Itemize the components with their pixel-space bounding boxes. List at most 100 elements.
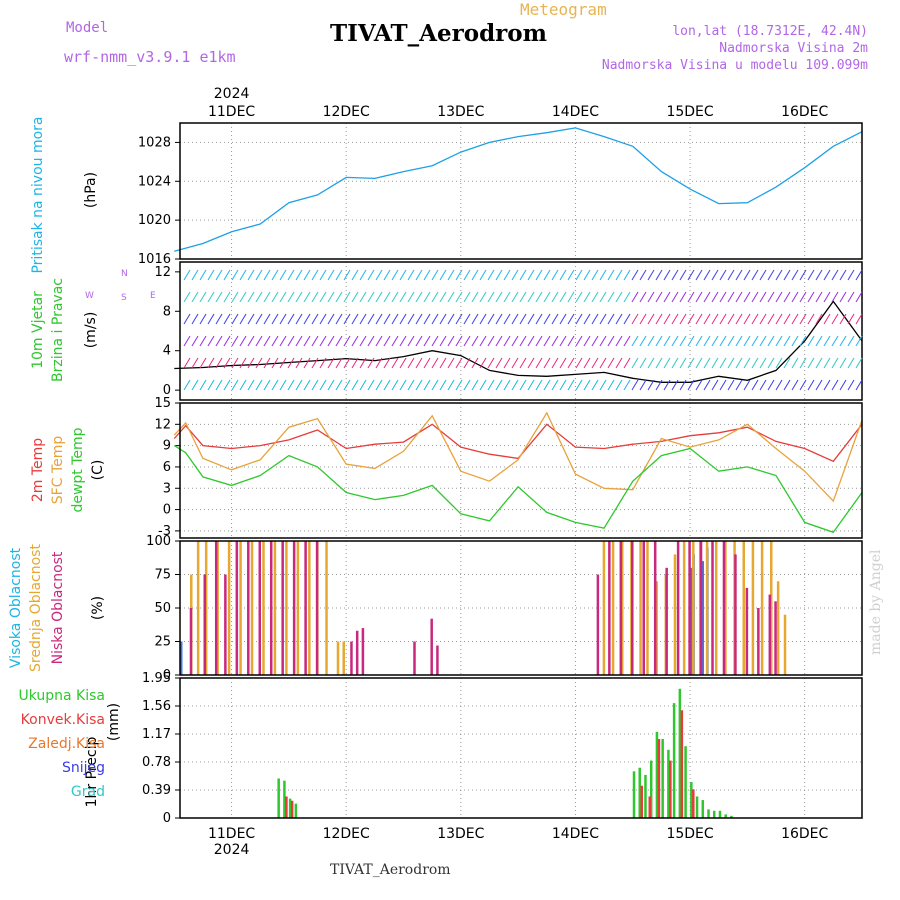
wind-barb: [359, 313, 367, 325]
wind-barb: [439, 291, 447, 303]
wind-barb: [255, 269, 263, 281]
wind-barb: [479, 291, 487, 303]
wind-barb: [399, 379, 407, 391]
wind-barb: [535, 379, 543, 391]
wind-barb: [759, 379, 767, 391]
wind-barb: [295, 335, 303, 347]
wind-barb: [495, 335, 503, 347]
wind-barb: [271, 335, 279, 347]
wind-barb: [511, 313, 519, 325]
wind-barb: [343, 313, 351, 325]
wind-barb: [679, 357, 687, 369]
wind-barb: [463, 291, 471, 303]
compass-label: S: [121, 293, 127, 303]
wind-barb: [591, 335, 599, 347]
wind-barb: [351, 269, 359, 281]
bar-3: [774, 601, 777, 675]
panel-frame: [179, 402, 863, 539]
wind-barb: [775, 379, 783, 391]
wind-barb: [447, 291, 455, 303]
wind-barb: [735, 269, 743, 281]
wind-barb: [695, 291, 703, 303]
y-tick-label: 0: [163, 811, 171, 826]
wind-barb: [527, 379, 535, 391]
wind-barb: [631, 291, 639, 303]
bar-1: [638, 767, 641, 818]
wind-barb: [311, 291, 319, 303]
bar-2: [290, 800, 294, 818]
bar-1: [644, 774, 647, 818]
bar-2: [204, 541, 208, 675]
wind-barb: [623, 379, 631, 391]
cloud-unit: (%): [90, 596, 106, 620]
wind-barb: [287, 313, 295, 325]
wind-axis-title-2: Brzina i Pravac: [50, 278, 66, 382]
wind-barb: [199, 335, 207, 347]
wind-barb: [607, 291, 615, 303]
bar-2: [655, 581, 658, 675]
bar-1: [701, 800, 705, 818]
wind-barb: [831, 269, 839, 281]
panel-frame: [179, 540, 863, 676]
wind-barb: [847, 379, 855, 391]
wind-barb: [743, 269, 751, 281]
wind-barb: [583, 269, 591, 281]
wind-barb: [823, 335, 831, 347]
y-tick-label: -3: [158, 524, 171, 539]
wind-barb: [295, 313, 303, 325]
wind-barb: [655, 313, 663, 325]
bar-3: [436, 645, 439, 675]
bar-2: [673, 554, 677, 675]
wind-barb: [199, 313, 207, 325]
wind-barb: [831, 291, 839, 303]
wind-barb: [255, 379, 263, 391]
wind-barb: [335, 313, 343, 325]
wind-barb: [767, 291, 775, 303]
precip-legend-item: Zaledj.Kisa: [28, 736, 105, 752]
top-date-label: 13DEC: [437, 104, 484, 120]
wind-barb: [351, 291, 359, 303]
bar-3: [214, 541, 218, 675]
wind-barb: [791, 357, 799, 369]
wind-barb: [375, 379, 383, 391]
bar-1: [277, 778, 280, 818]
wind-barb: [719, 269, 727, 281]
wind-barb: [575, 357, 583, 369]
wind-barb: [247, 379, 255, 391]
wind-barb: [743, 313, 751, 325]
wind-barb: [223, 291, 231, 303]
wind-barb: [439, 313, 447, 325]
bar-2: [770, 541, 773, 675]
y-tick-label: 0: [163, 668, 171, 683]
wind-barb: [271, 291, 279, 303]
y-tick-label: 1.56: [142, 699, 171, 714]
wind-barb: [703, 313, 711, 325]
wind-barb: [407, 357, 415, 369]
wind-barb: [847, 313, 855, 325]
wind-barb: [831, 335, 839, 347]
wind-barb: [655, 335, 663, 347]
wind-barb: [679, 379, 687, 391]
wind-barb: [199, 291, 207, 303]
wind-barb: [751, 291, 759, 303]
wind-barb: [823, 379, 831, 391]
wind-barb: [631, 379, 639, 391]
bar-1: [684, 746, 687, 818]
wind-barb: [591, 357, 599, 369]
wind-barb: [519, 335, 527, 347]
wind-barb: [511, 335, 519, 347]
wind-barb: [679, 269, 687, 281]
wind-barb: [327, 335, 335, 347]
wind-barb: [663, 379, 671, 391]
bar-1: [707, 809, 710, 818]
wind-barb: [423, 379, 431, 391]
y-tick-label: 1016: [138, 252, 171, 267]
bar-2: [714, 541, 718, 675]
wind-barb: [455, 313, 463, 325]
wind-barb: [359, 379, 367, 391]
wind-barb: [319, 335, 327, 347]
bar-2: [760, 541, 764, 675]
precip-legend-item: Ukupna Kisa: [18, 688, 105, 704]
wind-barb: [223, 269, 231, 281]
wind-barb: [415, 313, 423, 325]
